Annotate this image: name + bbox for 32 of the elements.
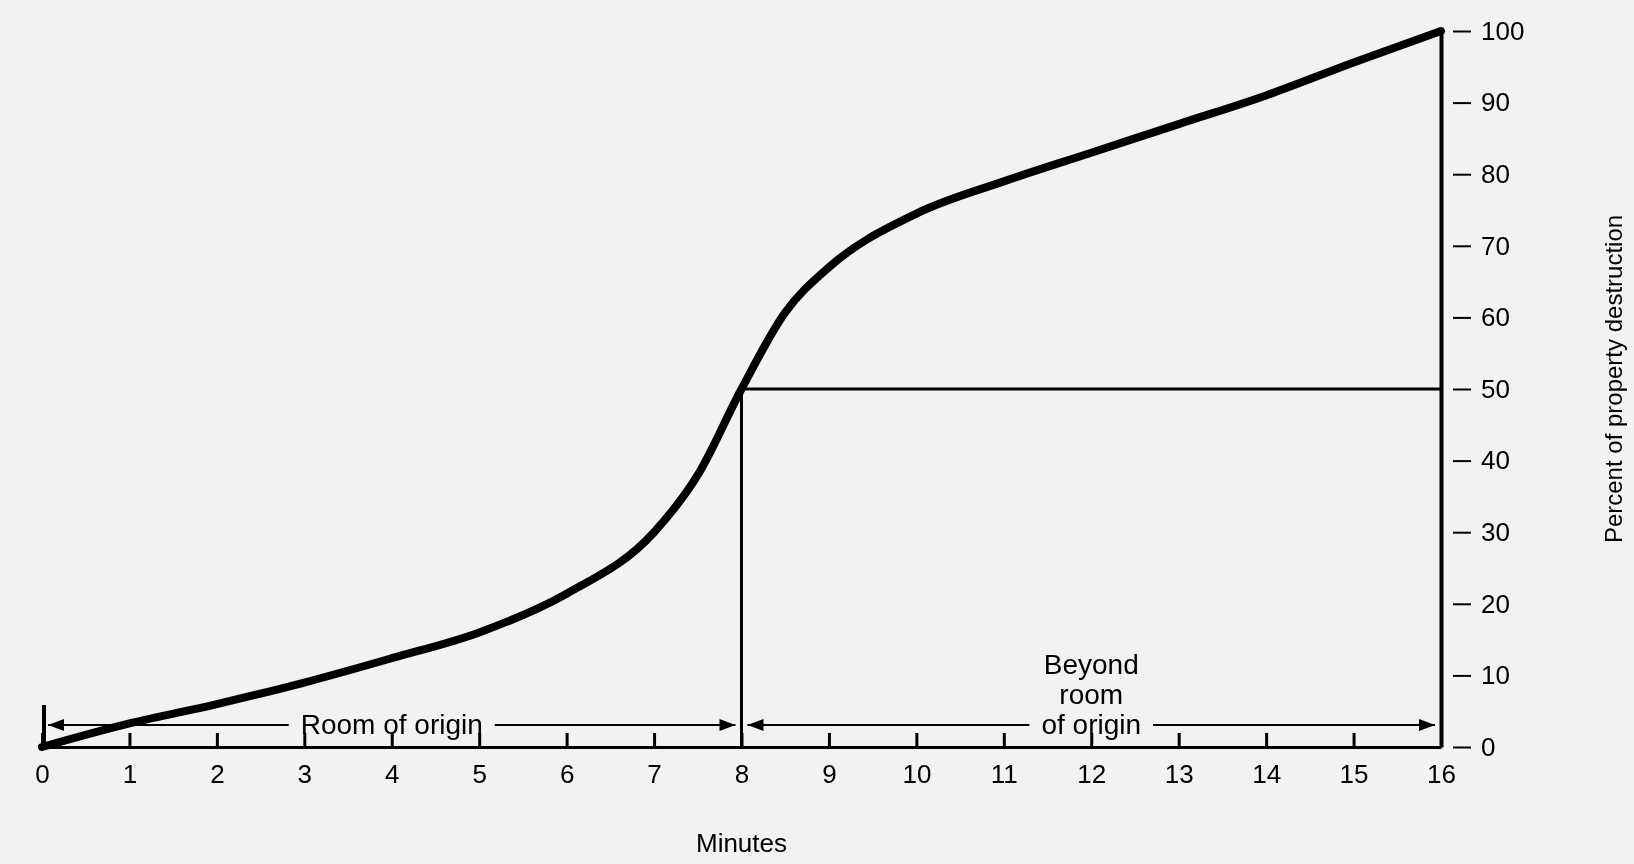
x-tick-label: 4 <box>385 759 400 789</box>
y-axis-title: Percent of property destruction <box>1600 214 1627 544</box>
x-tick-label: 14 <box>1252 759 1282 789</box>
x-tick-label: 5 <box>472 759 487 789</box>
y-tick-label: 20 <box>1481 588 1510 619</box>
y-tick-label: 40 <box>1481 445 1510 476</box>
x-tick-label: 9 <box>822 759 837 789</box>
y-tick-label: 10 <box>1481 660 1510 691</box>
x-tick-label: 2 <box>210 759 225 789</box>
x-tick-label: 10 <box>902 759 932 789</box>
x-tick-label: 8 <box>734 759 750 789</box>
x-tick-label: 11 <box>990 759 1018 789</box>
annotation: Beyond room of origin <box>1041 649 1142 740</box>
y-tick-label: 30 <box>1481 517 1510 548</box>
y-tick-label: 100 <box>1481 15 1525 46</box>
y-tick-label: 0 <box>1481 731 1496 762</box>
y-tick-label: 90 <box>1481 87 1510 118</box>
x-tick-label: 13 <box>1164 759 1194 789</box>
x-tick-label: 1 <box>122 759 138 789</box>
annotation: Room of origin <box>300 709 483 740</box>
y-tick-label: 70 <box>1481 230 1510 261</box>
x-tick-label: 6 <box>559 759 575 789</box>
x-tick-label: 12 <box>1077 759 1107 789</box>
x-tick-label: 16 <box>1427 759 1456 789</box>
y-tick-label: 80 <box>1481 159 1510 190</box>
y-tick-label: 50 <box>1481 373 1510 404</box>
x-tick-label: 15 <box>1339 759 1369 789</box>
x-tick-label: 3 <box>297 759 313 789</box>
x-axis-title: Minutes <box>695 828 788 858</box>
y-tick-label: 60 <box>1481 302 1510 333</box>
x-tick-label: 0 <box>35 759 50 789</box>
x-tick-label: 7 <box>647 759 662 789</box>
